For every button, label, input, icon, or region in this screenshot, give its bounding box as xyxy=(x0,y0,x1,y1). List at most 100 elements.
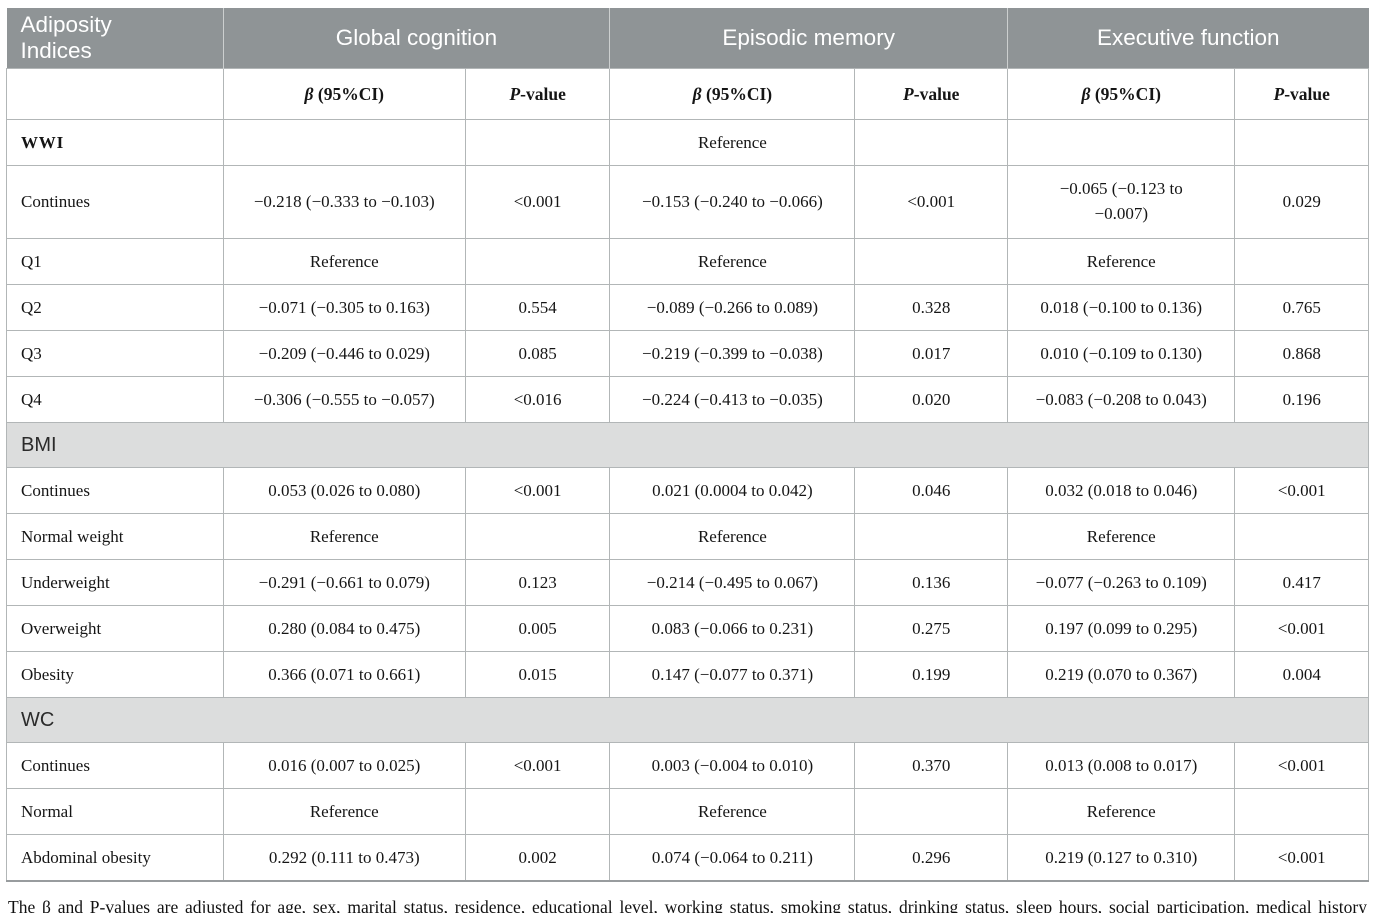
cell-episodic-p: <0.001 xyxy=(854,165,1009,239)
cell-episodic-beta: −0.224 (−0.413 to −0.035) xyxy=(609,376,856,423)
cell-executive-beta: 0.010 (−0.109 to 0.130) xyxy=(1007,330,1236,377)
cell-value: 0.020 xyxy=(912,389,951,409)
cell-value: 0.005 xyxy=(518,618,557,638)
cell-value: Reference xyxy=(697,801,767,821)
cell-global-beta: −0.291 (−0.661 to 0.079) xyxy=(222,559,466,606)
cell-value: −0.214 (−0.495 to 0.067) xyxy=(646,572,819,592)
group-header-global-cognition: Global cognition xyxy=(222,8,610,69)
cell-executive-p: 0.868 xyxy=(1234,330,1369,377)
table-row: Continues 0.053 (0.026 to 0.080) <0.001 0.0… xyxy=(6,467,1369,514)
cell-value: 0.002 xyxy=(518,847,557,867)
cell-episodic-beta: 0.021 (0.0004 to 0.042) xyxy=(609,467,856,514)
cell-executive-beta: −0.065 (−0.123 to −0.007) xyxy=(1007,165,1236,239)
cell-executive-beta: −0.083 (−0.208 to 0.043) xyxy=(1007,376,1236,423)
cell-value: Reference xyxy=(309,801,379,821)
cell-value: Reference xyxy=(1086,801,1156,821)
cell-value: Reference xyxy=(697,526,767,546)
cell-episodic-p: 0.328 xyxy=(854,284,1009,331)
cell-global-p xyxy=(464,788,611,835)
cell-value: <0.001 xyxy=(513,480,562,500)
cell-value: 0.147 (−0.077 to 0.371) xyxy=(651,664,814,684)
cell-executive-p: 0.029 xyxy=(1234,165,1369,239)
cell-executive-beta: 0.018 (−0.100 to 0.136) xyxy=(1007,284,1236,331)
cell-value: 0.366 (0.071 to 0.661) xyxy=(268,664,421,684)
cell-executive-beta xyxy=(1007,119,1236,166)
cell-value: <0.001 xyxy=(1277,480,1326,500)
cell-value: −0.077 (−0.263 to 0.109) xyxy=(1035,572,1207,592)
cell-executive-p: <0.001 xyxy=(1234,834,1369,882)
cell-executive-p: <0.001 xyxy=(1234,742,1369,789)
cell-global-beta: 0.053 (0.026 to 0.080) xyxy=(222,467,466,514)
cell-value: −0.218 (−0.333 to −0.103) xyxy=(253,192,435,211)
subheader-empty-cell xyxy=(6,68,224,120)
cell-value: 0.032 (0.018 to 0.046) xyxy=(1045,480,1198,500)
cell-episodic-beta: Reference xyxy=(609,238,856,285)
table-row: Continues −0.218 (−0.333 to −0.103) <0.001… xyxy=(6,165,1369,239)
row-label: Continues xyxy=(6,742,224,789)
cell-value: 0.296 xyxy=(912,847,951,867)
cell-episodic-p xyxy=(854,119,1009,166)
cell-executive-beta: Reference xyxy=(1007,788,1236,835)
cell-executive-p: 0.417 xyxy=(1234,559,1369,606)
cell-episodic-p: 0.275 xyxy=(854,605,1009,652)
cell-value: 0.328 xyxy=(912,297,951,317)
cell-value: −0.083 (−0.208 to 0.043) xyxy=(1035,389,1207,409)
cell-episodic-p: 0.199 xyxy=(854,651,1009,698)
cell-executive-p xyxy=(1234,238,1369,285)
cell-episodic-beta: −0.219 (−0.399 to −0.038) xyxy=(609,330,856,377)
cell-value: 0.136 xyxy=(912,572,951,592)
cell-executive-beta: −0.077 (−0.263 to 0.109) xyxy=(1007,559,1236,606)
p-value-label: -value xyxy=(520,83,566,104)
cell-value: 0.046 xyxy=(912,480,951,500)
beta-ci-label: (95%CI) xyxy=(1090,83,1161,104)
cell-value: 0.219 (0.070 to 0.367) xyxy=(1045,664,1198,684)
cell-global-p: <0.001 xyxy=(464,165,611,239)
cell-value: <0.016 xyxy=(513,389,562,409)
subheader-executive-beta: β (95%CI) xyxy=(1007,68,1236,120)
cell-global-p: <0.001 xyxy=(464,742,611,789)
cell-value: Reference xyxy=(1086,526,1156,546)
cell-global-p xyxy=(464,238,611,285)
cell-value: −0.291 (−0.661 to 0.079) xyxy=(258,572,430,592)
cell-value: 0.015 xyxy=(518,664,557,684)
subheader-global-p: P-value xyxy=(464,68,611,120)
cell-episodic-beta: 0.074 (−0.064 to 0.211) xyxy=(609,834,856,882)
cell-value: −0.071 (−0.305 to 0.163) xyxy=(258,297,430,317)
group-header-episodic-memory: Episodic memory xyxy=(609,8,1008,69)
cell-value: <0.001 xyxy=(513,755,562,775)
table-row: Underweight −0.291 (−0.661 to 0.079) 0.123… xyxy=(6,559,1369,606)
cell-value: Reference xyxy=(309,251,379,271)
table-row: Q1 Reference Reference Reference xyxy=(6,238,1369,285)
cell-executive-p: 0.196 xyxy=(1234,376,1369,423)
cell-global-p: 0.123 xyxy=(464,559,611,606)
cell-global-p: <0.001 xyxy=(464,467,611,514)
cell-global-p: <0.016 xyxy=(464,376,611,423)
table-row: Abdominal obesity 0.292 (0.111 to 0.473) 0… xyxy=(6,834,1369,882)
cell-episodic-beta: −0.214 (−0.495 to 0.067) xyxy=(609,559,856,606)
cell-global-beta: 0.366 (0.071 to 0.661) xyxy=(222,651,466,698)
row-label: Normal weight xyxy=(6,513,224,560)
cell-episodic-p: 0.370 xyxy=(854,742,1009,789)
cell-value: 0.013 (0.008 to 0.017) xyxy=(1045,755,1198,775)
row-label: WWI xyxy=(6,119,224,166)
corner-header: Adiposity Indices xyxy=(6,8,224,69)
cell-value: 0.003 (−0.004 to 0.010) xyxy=(651,755,814,775)
cell-value: 0.554 xyxy=(518,297,557,317)
cell-value: 0.029 xyxy=(1282,192,1321,211)
cell-global-p: 0.002 xyxy=(464,834,611,882)
cell-global-beta xyxy=(222,119,466,166)
row-label: Q1 xyxy=(6,238,224,285)
cell-episodic-beta: 0.083 (−0.066 to 0.231) xyxy=(609,605,856,652)
group-header-executive-function: Executive function xyxy=(1007,8,1369,69)
cell-value: 0.010 (−0.109 to 0.130) xyxy=(1040,343,1203,363)
cell-value: 0.196 xyxy=(1282,389,1321,409)
section-row: WC xyxy=(6,697,1369,743)
table-row: Normal Reference Reference Reference xyxy=(6,788,1369,835)
cell-executive-p xyxy=(1234,119,1369,166)
cell-global-beta: −0.209 (−0.446 to 0.029) xyxy=(222,330,466,377)
subheader-episodic-beta: β (95%CI) xyxy=(609,68,856,120)
cell-episodic-p: 0.136 xyxy=(854,559,1009,606)
cell-value: Reference xyxy=(697,251,767,271)
subheader-global-beta: β (95%CI) xyxy=(222,68,466,120)
